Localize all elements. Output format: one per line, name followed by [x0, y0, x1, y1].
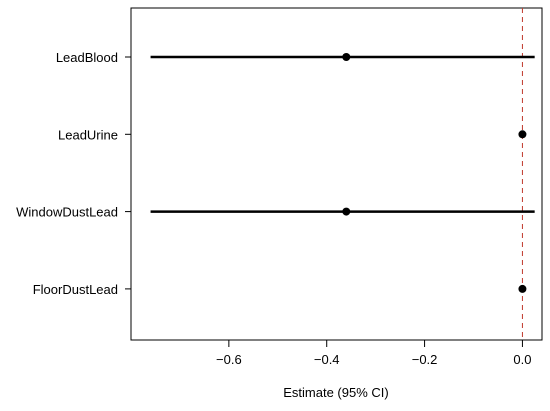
- estimate-points: [342, 53, 527, 293]
- x-axis-title: Estimate (95% CI): [283, 385, 388, 400]
- estimate-point-0: [342, 53, 351, 61]
- estimate-point-3: [518, 284, 527, 293]
- y-tick-label-0: LeadBlood: [56, 50, 118, 65]
- y-tick-label-2: WindowDustLead: [16, 205, 118, 220]
- estimate-point-2: [342, 207, 351, 216]
- plot-frame: [130, 7, 543, 341]
- x-tick-label-1: −0.4: [314, 352, 340, 367]
- x-tick-label-0: −0.6: [216, 352, 242, 367]
- x-axis: −0.6 −0.4 −0.2 0.0: [216, 340, 531, 367]
- estimate-point-1: [518, 130, 527, 139]
- y-axis-labels: LeadBlood LeadUrine WindowDustLead FloorDus…: [16, 50, 131, 297]
- y-tick-label-1: LeadUrine: [58, 127, 118, 142]
- y-tick-label-3: FloorDustLead: [33, 282, 118, 297]
- x-tick-label-2: −0.2: [412, 352, 438, 367]
- x-tick-label-3: 0.0: [513, 352, 531, 367]
- ci-segments: [150, 55, 535, 291]
